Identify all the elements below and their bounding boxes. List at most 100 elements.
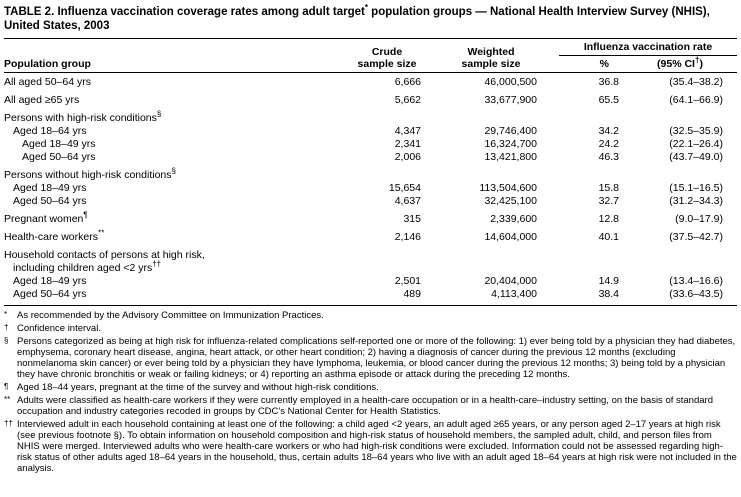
cell-vaccination-rate-percent: 12.8 <box>598 213 619 225</box>
cell-crude-sample-size: 6,666 <box>394 76 421 88</box>
cell-vaccination-rate-percent <box>559 112 627 125</box>
row-footnote-marker: †† <box>152 259 162 269</box>
cell-vaccination-rate-percent: 34.2 <box>598 125 619 137</box>
cell-vaccination-rate-percent: 32.7 <box>598 195 619 207</box>
cell-weighted-sample-size: 2,339,600 <box>490 213 537 225</box>
cell-weighted-sample-size: 113,504,600 <box>479 182 537 194</box>
cell-crude-sample-size: 5,662 <box>394 94 421 106</box>
table-section-row: Persons with high-risk conditions§ <box>4 110 737 125</box>
cell-crude-sample-size: 489 <box>403 288 421 300</box>
ci-header-footnote-marker: † <box>694 55 700 65</box>
cell-confidence-interval: (64.1–66.9) <box>669 94 723 106</box>
row-label: Aged 18–49 yrs <box>22 138 96 150</box>
cell-vaccination-rate-percent: 40.1 <box>598 231 619 243</box>
table-section-row: Household contacts of persons at high ri… <box>4 249 737 262</box>
column-header-weighted-line1: Weighted <box>467 46 515 58</box>
cell-crude-sample-size: 2,341 <box>394 138 421 150</box>
footnote-text: Aged 18–44 years, pregnant at the time o… <box>17 382 379 393</box>
column-header-influenza-vaccination-rate: Influenza vaccination rate <box>559 41 737 56</box>
table-body: All aged 50–64 yrs 6,666 46,000,500 36.8… <box>4 73 737 306</box>
footnote: ** Adults were classified as health-care… <box>4 395 737 417</box>
table-header: Influenza vaccination rate Population gr… <box>4 38 737 73</box>
footnote-text: Adults were classified as health-care wo… <box>17 395 713 417</box>
row-label-cell: Aged 50–64 yrs <box>4 195 345 208</box>
table-row: Aged 18–64 yrs 4,347 29,746,400 34.2 (32… <box>4 125 737 138</box>
cell-confidence-interval: (9.0–17.9) <box>675 213 723 225</box>
cell-weighted-sample-size <box>437 169 559 182</box>
table-row: Aged 50–64 yrs 4,637 32,425,100 32.7 (31… <box>4 195 737 208</box>
cell-weighted-sample-size: 33,677,900 <box>484 94 537 106</box>
footnote-text: Interviewed adult in each household cont… <box>17 419 737 474</box>
cell-vaccination-rate-percent <box>559 169 627 182</box>
column-header-weighted-line2: sample size <box>461 58 521 70</box>
cell-weighted-sample-size: 20,404,000 <box>484 275 537 287</box>
cell-weighted-sample-size <box>437 249 559 262</box>
row-label: Aged 50–64 yrs <box>13 195 87 207</box>
cell-confidence-interval <box>627 249 737 262</box>
footnote: * As recommended by the Advisory Committ… <box>4 310 737 321</box>
cell-weighted-sample-size: 29,746,400 <box>484 125 537 137</box>
column-header-crude-line2: sample size <box>357 58 417 70</box>
cell-confidence-interval: (22.1–26.4) <box>669 138 723 150</box>
row-label-cell: Aged 50–64 yrs <box>4 151 345 164</box>
footnote-text: As recommended by the Advisory Committee… <box>17 310 324 321</box>
cell-crude-sample-size <box>345 249 437 262</box>
row-label: Persons with high-risk conditions <box>4 112 157 124</box>
row-label-cell: Aged 18–49 yrs <box>4 275 345 288</box>
row-label: including children aged <2 yrs <box>13 262 153 274</box>
row-label: Persons without high-risk conditions <box>4 169 172 181</box>
cell-crude-sample-size <box>345 112 437 125</box>
cell-confidence-interval: (13.4–16.6) <box>669 275 723 287</box>
table-row: Health-care workers** 2,146 14,604,000 4… <box>4 228 737 244</box>
footnote-marker: * <box>4 310 8 319</box>
footnote: ¶ Aged 18–44 years, pregnant at the time… <box>4 382 737 393</box>
title-text: TABLE 2. Influenza vaccination coverage … <box>4 6 365 18</box>
row-label: All aged ≥65 yrs <box>4 94 80 106</box>
cell-weighted-sample-size: 14,604,000 <box>484 231 537 243</box>
row-label: Aged 50–64 yrs <box>13 288 87 300</box>
cell-vaccination-rate-percent: 14.9 <box>598 275 619 287</box>
footnote-marker: †† <box>4 419 13 428</box>
cell-vaccination-rate-percent: 65.5 <box>598 94 619 106</box>
row-footnote-marker: ** <box>97 228 105 238</box>
cell-crude-sample-size: 4,637 <box>394 195 421 207</box>
cell-vaccination-rate-percent: 36.8 <box>598 76 619 88</box>
row-label-cell: Persons with high-risk conditions§ <box>4 110 345 125</box>
cell-confidence-interval: (31.2–34.3) <box>669 195 723 207</box>
cell-confidence-interval: (33.6–43.5) <box>669 288 723 300</box>
row-label: Aged 18–49 yrs <box>13 275 87 287</box>
table-row: Aged 50–64 yrs 489 4,113,400 38.4 (33.6–… <box>4 288 737 301</box>
row-label-cell: All aged 50–64 yrs <box>4 76 345 89</box>
title-footnote-marker: * <box>364 3 368 13</box>
cell-crude-sample-size <box>345 262 437 275</box>
row-label-cell: Pregnant women¶ <box>4 211 345 226</box>
row-label: Health-care workers <box>4 231 98 243</box>
table-row: Aged 18–49 yrs 2,501 20,404,000 14.9 (13… <box>4 275 737 288</box>
row-label-cell: Health-care workers** <box>4 228 345 244</box>
cell-vaccination-rate-percent: 15.8 <box>598 182 619 194</box>
table-header-row: Population group Crude sample size Weigh… <box>4 41 737 70</box>
table-row: All aged 50–64 yrs 6,666 46,000,500 36.8… <box>4 76 737 89</box>
footnote: †† Interviewed adult in each household c… <box>4 419 737 474</box>
cell-confidence-interval: (15.1–16.5) <box>669 182 723 194</box>
cell-weighted-sample-size: 46,000,500 <box>484 76 537 88</box>
footnotes-section: * As recommended by the Advisory Committ… <box>4 310 737 474</box>
cell-crude-sample-size: 15,654 <box>388 182 421 194</box>
cell-crude-sample-size <box>345 169 437 182</box>
cell-vaccination-rate-percent <box>559 249 627 262</box>
footnote: † Confidence interval. <box>4 323 737 334</box>
row-label-cell: Persons without high-risk conditions§ <box>4 167 345 182</box>
row-label: Household contacts of persons at high ri… <box>4 249 205 261</box>
cell-confidence-interval: (32.5–35.9) <box>669 125 723 137</box>
cell-crude-sample-size: 315 <box>403 213 421 225</box>
table-section-row: Persons without high-risk conditions§ <box>4 167 737 182</box>
row-label-cell: Aged 18–49 yrs <box>4 182 345 195</box>
row-label-cell: All aged ≥65 yrs <box>4 94 345 107</box>
ci-header-close: ) <box>699 58 703 70</box>
row-label: Pregnant women <box>4 213 84 225</box>
row-label: Aged 18–64 yrs <box>13 125 87 137</box>
cell-weighted-sample-size: 4,113,400 <box>491 288 537 300</box>
cell-confidence-interval <box>627 262 737 275</box>
footnote-marker: § <box>4 336 9 345</box>
